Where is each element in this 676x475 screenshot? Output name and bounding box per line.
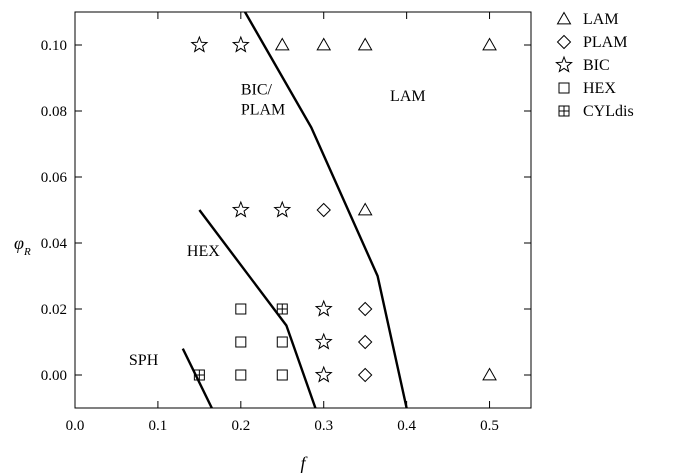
plot-frame (74, 11, 532, 409)
x-tick-label: 0.5 (480, 418, 499, 434)
bic-point (314, 365, 333, 383)
region-label: BIC/PLAM (241, 82, 285, 119)
y-tick-label: 0.04 (41, 236, 68, 252)
plam-point (357, 367, 373, 383)
x-tick-label: 0.4 (397, 418, 416, 434)
bic-point (231, 35, 250, 53)
legend-marker-cyldis (558, 105, 570, 117)
bic-point (231, 200, 250, 218)
plam-point (316, 202, 331, 218)
legend-item: PLAM (556, 34, 627, 51)
legend-item: HEX (558, 80, 616, 97)
region-label: LAM (390, 88, 426, 105)
region-label: HEX (187, 243, 220, 260)
bic-point (314, 299, 333, 317)
lam-point (482, 37, 497, 51)
legend-marker-plam (556, 34, 572, 50)
legend-marker-lam (556, 11, 572, 25)
legend-item: LAM (556, 11, 619, 28)
phase-boundary-line (198, 209, 317, 408)
legend-label: CYLdis (583, 103, 634, 120)
y-tick-label: 0.10 (41, 38, 67, 54)
bic-point (190, 35, 209, 53)
y-axis-label-symbol: φ (14, 233, 24, 253)
cyldis-point (276, 303, 288, 315)
hex-point (276, 336, 288, 348)
bic-point (273, 200, 292, 218)
hex-point (235, 303, 247, 315)
hex-point (235, 369, 247, 381)
y-tick-label: 0.00 (41, 368, 67, 384)
y-tick-label: 0.08 (41, 104, 67, 120)
y-axis-label-subscript: R (23, 246, 31, 258)
plam-point (357, 334, 373, 350)
legend-label: HEX (583, 80, 616, 97)
x-axis-ticks: 0.0 0.1 0.2 0.3 0.4 0.5 (66, 12, 499, 434)
region-label-line: PLAM (241, 102, 285, 119)
legend-label: PLAM (583, 34, 627, 51)
legend-item: BIC (555, 55, 610, 74)
region-labels: BIC/PLAM LAM HEX SPH (129, 82, 426, 370)
lam-point (357, 202, 373, 216)
region-label: SPH (129, 352, 159, 369)
region-label-line: SPH (129, 352, 159, 369)
plam-point (357, 301, 373, 317)
phase-boundary-line (243, 12, 408, 408)
region-label-line: BIC/ (241, 82, 273, 99)
x-tick-label: 0.2 (231, 418, 250, 434)
legend-marker-bic (555, 55, 573, 73)
legend-label: LAM (583, 11, 619, 28)
lam-point (316, 37, 332, 51)
x-tick-label: 0.1 (149, 418, 168, 434)
hex-point (276, 369, 288, 381)
lam-point (274, 37, 290, 51)
region-label-line: HEX (187, 243, 220, 260)
phase-boundaries (181, 12, 408, 408)
y-tick-label: 0.02 (41, 302, 67, 318)
cyldis-point (193, 369, 205, 381)
data-points (190, 35, 497, 383)
region-label-line: LAM (390, 88, 426, 105)
x-tick-label: 0.0 (66, 418, 85, 434)
y-tick-label: 0.06 (41, 170, 68, 186)
legend: LAM PLAM BIC HEX CYLdis (555, 11, 634, 120)
legend-label: BIC (583, 57, 610, 74)
phase-boundary-line (181, 348, 213, 408)
bic-point (314, 332, 333, 350)
hex-point (235, 336, 247, 348)
lam-point (357, 37, 373, 51)
legend-item: CYLdis (558, 103, 634, 120)
lam-point (482, 367, 497, 381)
legend-marker-hex (558, 82, 570, 94)
x-tick-label: 0.3 (314, 418, 333, 434)
y-axis-ticks: 0.00 0.02 0.04 0.06 0.08 0.10 (41, 38, 531, 384)
y-axis-label: φR (14, 233, 31, 258)
x-axis-label: f (300, 453, 308, 473)
